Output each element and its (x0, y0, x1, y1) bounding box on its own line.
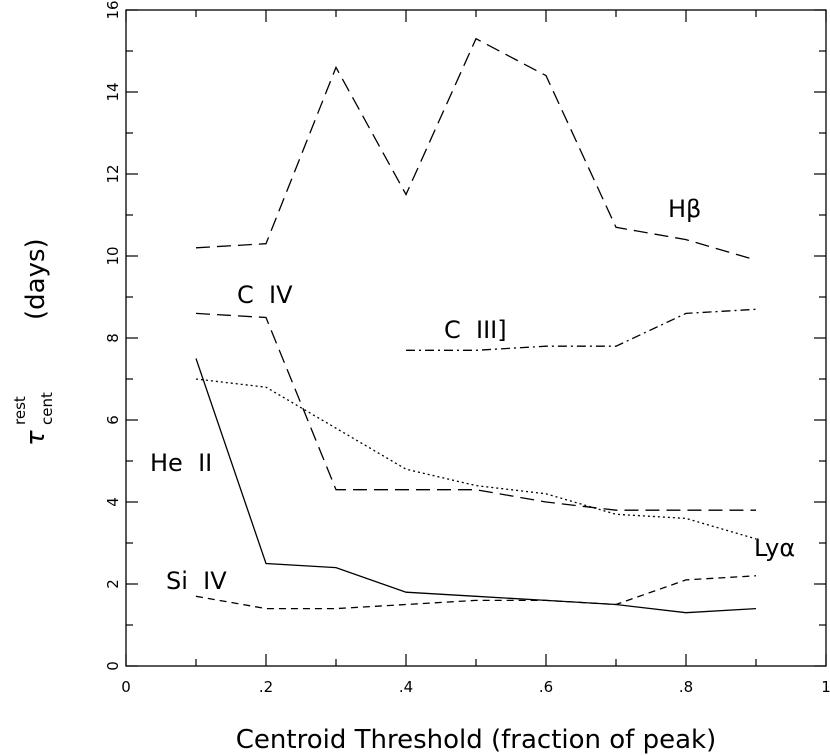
series-label: C IV (237, 281, 293, 309)
series-label: He II (150, 449, 212, 477)
y-tick-label: 16 (104, 0, 122, 19)
x-tick-label: .4 (399, 678, 413, 696)
series-line (195, 575, 757, 610)
x-axis-title: Centroid Threshold (fraction of peak) (236, 725, 716, 755)
series-labels: Hβ C IV C III] Lyα He II Si IV (150, 195, 795, 595)
series-line (195, 312, 756, 511)
x-tick-label: .6 (539, 678, 553, 696)
y-tick-label: 12 (104, 164, 122, 183)
y-tick-label: 6 (104, 415, 122, 425)
y-tick-label: 0 (104, 661, 122, 671)
x-tick-label: 1 (821, 678, 830, 696)
x-tick-label: 0 (121, 678, 131, 696)
series-label: C III] (444, 316, 507, 344)
x-tick-label: .2 (259, 678, 273, 696)
series-label: Lyα (754, 534, 795, 562)
x-tick-label: .8 (679, 678, 693, 696)
y-axis-title-superscript: rest (11, 396, 29, 425)
y-tick-label: 4 (104, 497, 122, 507)
series-layer (195, 37, 757, 614)
series-line (406, 308, 757, 351)
y-axis-title-subscript: cent (38, 392, 56, 425)
series-label: Hβ (668, 195, 701, 223)
y-tick-label: 8 (104, 333, 122, 343)
series-line (195, 358, 757, 614)
y-tick-label: 2 (104, 579, 122, 589)
y-tick-label: 10 (104, 246, 122, 265)
y-axis-title: τ rest cent (days) (11, 238, 56, 446)
y-axis-title-units: (days) (21, 238, 51, 320)
y-tick-label: 14 (104, 82, 122, 101)
series-line (195, 37, 757, 261)
series-label: Si IV (166, 567, 227, 595)
series-line (195, 378, 757, 540)
y-axis-title-symbol: τ (21, 430, 51, 446)
y-axis-ticks: 0 2 4 6 8 10 12 14 16 (104, 0, 826, 671)
x-axis-ticks: 0 .2 .4 .6 .8 1 (121, 10, 830, 696)
